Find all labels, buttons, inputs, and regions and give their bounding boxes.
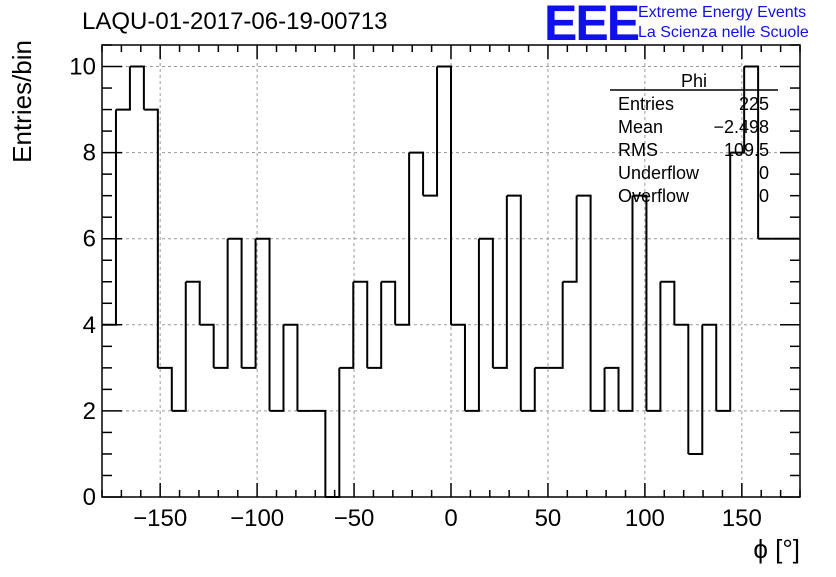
histogram-bin — [660, 280, 676, 325]
x-axis-label: ϕ [°] — [753, 534, 800, 564]
histogram-bin — [576, 194, 592, 411]
stats-value-rms: 109.5 — [724, 140, 769, 160]
histogram-bin — [353, 280, 369, 368]
stats-label-mean: Mean — [618, 117, 663, 137]
x-tick-label: −100 — [230, 505, 284, 532]
histogram-bin — [744, 65, 760, 239]
histogram-bin — [339, 281, 355, 369]
histogram-bars — [102, 65, 800, 498]
stats-box-title: Phi — [681, 71, 707, 91]
histogram-bin — [199, 323, 215, 368]
histogram-bin — [395, 152, 411, 326]
histogram-bin — [618, 195, 634, 412]
histogram-bin — [409, 151, 425, 196]
histogram-bin — [632, 194, 648, 411]
stats-value-entries: 225 — [739, 94, 769, 114]
stats-label-underflow: Underflow — [618, 163, 700, 183]
y-tick-label: 6 — [83, 226, 96, 253]
histogram-bin — [478, 237, 494, 368]
x-tick-label: 0 — [444, 505, 457, 532]
stats-value-mean: −2.498 — [713, 117, 769, 137]
stats-box: Phi Entries 225 Mean −2.498 RMS 109.5 Un… — [610, 71, 778, 206]
histogram-bin — [451, 323, 466, 411]
histogram-bin — [464, 238, 480, 412]
histogram-bin — [492, 195, 508, 369]
histogram-bin — [604, 366, 620, 411]
x-tick-label: 100 — [625, 505, 665, 532]
histogram-bin — [674, 323, 690, 454]
chart-title: LAQU-01-2017-06-19-00713 — [82, 8, 388, 35]
histogram-bin — [129, 65, 145, 110]
histogram-bin — [143, 108, 159, 368]
histogram-bin — [171, 281, 187, 412]
y-tick-label: 8 — [83, 140, 96, 167]
histogram-bin — [716, 152, 732, 412]
stats-label-entries: Entries — [618, 94, 674, 114]
y-axis-label: Entries/bin — [7, 40, 37, 163]
histogram-bin — [437, 65, 452, 325]
x-tick-label: 50 — [535, 505, 562, 532]
histogram-bin — [115, 66, 131, 111]
y-tick-label: 0 — [83, 484, 96, 511]
histogram-bin — [590, 367, 606, 412]
histogram-bin — [367, 281, 383, 369]
histogram-bin — [241, 238, 257, 369]
x-tick-label: −50 — [334, 505, 375, 532]
histogram-bin — [730, 66, 746, 154]
logo-subtitle-line1: Extreme Energy Events — [638, 4, 807, 21]
histogram-bin — [646, 281, 662, 412]
y-tick-labels: 0 2 4 6 8 10 — [69, 54, 96, 511]
stats-label-overflow: Overflow — [618, 186, 690, 206]
histogram-bin — [269, 324, 285, 412]
histogram-bin — [283, 323, 299, 411]
histogram-bin — [506, 194, 522, 411]
stats-value-underflow: 0 — [759, 163, 769, 183]
stats-label-rms: RMS — [618, 140, 658, 160]
histogram-bin — [562, 195, 578, 283]
histogram-bin — [423, 66, 439, 197]
histogram-bin — [185, 280, 201, 325]
histogram-bin — [227, 237, 243, 368]
histogram-bin — [325, 367, 341, 498]
y-tick-label: 10 — [69, 54, 96, 81]
axis-ticks — [101, 44, 801, 498]
y-tick-label: 4 — [83, 312, 96, 339]
histogram-bin — [213, 238, 229, 369]
histogram-bin — [381, 280, 397, 325]
histogram-bin — [520, 367, 536, 412]
logo-subtitle-line2: La Scienza nelle Scuole — [638, 24, 809, 41]
histogram-bin — [255, 237, 271, 411]
x-tick-label: −150 — [133, 505, 187, 532]
histogram-bin — [157, 366, 173, 411]
y-tick-label: 2 — [83, 398, 96, 425]
histogram-bin — [311, 409, 327, 497]
histogram-bin — [688, 324, 704, 455]
eee-logo: EEE — [544, 0, 640, 51]
histogram-bin — [702, 323, 718, 411]
histogram-bin — [548, 281, 564, 369]
stats-value-overflow: 0 — [759, 186, 769, 206]
x-tick-labels: −150 −100 −50 0 50 100 150 — [133, 505, 762, 532]
x-tick-label: 150 — [722, 505, 762, 532]
